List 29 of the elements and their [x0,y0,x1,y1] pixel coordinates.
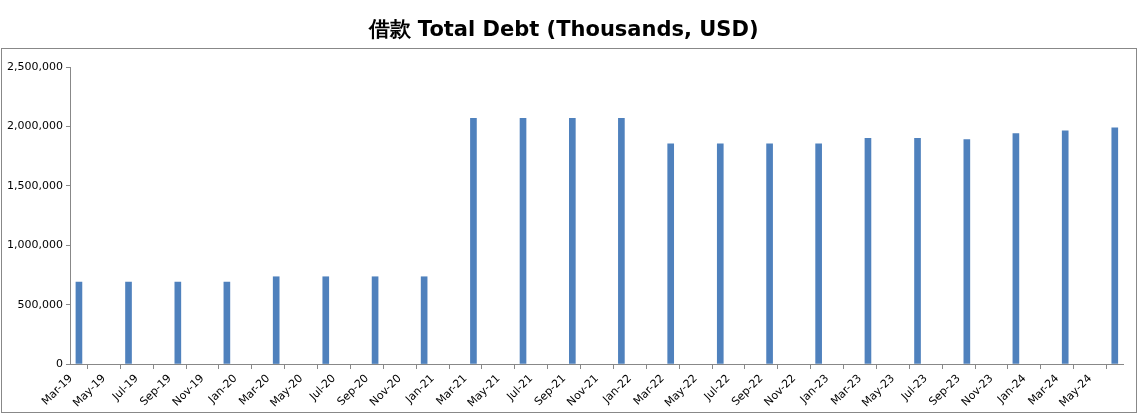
y-tick-label: 2,000,000 [7,119,63,133]
bar [1111,127,1119,364]
bar [371,276,379,364]
bar [174,281,182,364]
bar [864,138,872,364]
y-tick-label: 2,500,000 [7,60,63,74]
bar [272,276,280,364]
bar [125,281,132,364]
bar [815,143,822,364]
bar [766,143,773,364]
bar [963,139,971,364]
bar [322,276,330,364]
bar [420,276,428,364]
y-tick-label: 1,000,000 [7,238,63,252]
bar [519,117,527,364]
chart-title: 借款 Total Debt (Thousands, USD) [367,17,759,42]
bar [223,281,231,364]
y-tick-label: 1,500,000 [7,178,63,192]
bar [75,281,83,364]
y-tick-label: 500,000 [17,297,63,311]
bar [667,143,675,364]
bar [618,117,625,364]
y-tick-label: 0 [55,356,63,370]
bar [716,143,724,364]
bar [569,117,576,364]
bar [1061,130,1069,364]
bar [470,117,477,364]
bar [914,138,921,364]
bar [1012,133,1020,364]
